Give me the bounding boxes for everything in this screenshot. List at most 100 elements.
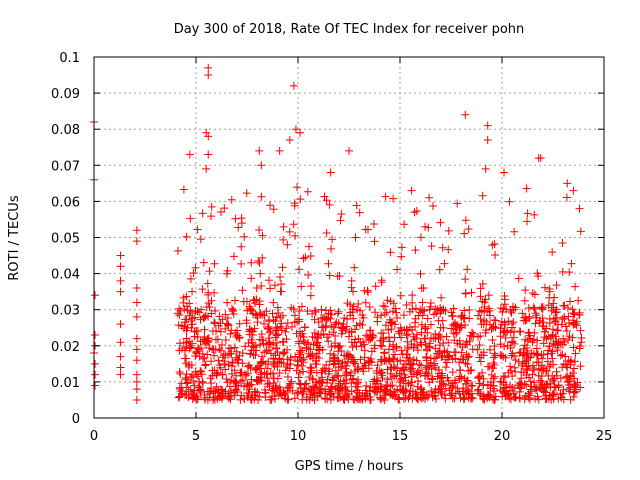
data-point — [572, 321, 581, 330]
data-point — [570, 357, 579, 366]
data-point — [223, 298, 232, 307]
data-point — [520, 395, 529, 404]
data-point — [346, 300, 355, 309]
data-point — [300, 338, 309, 347]
data-point — [455, 387, 464, 396]
data-point — [116, 370, 125, 379]
data-point — [508, 349, 517, 358]
data-point — [538, 314, 547, 323]
data-point — [198, 354, 207, 363]
data-point — [440, 259, 449, 268]
data-point — [350, 338, 359, 347]
data-point — [576, 326, 585, 335]
data-point — [91, 359, 100, 368]
data-point — [322, 360, 331, 369]
data-point — [255, 392, 264, 401]
data-point — [422, 352, 431, 361]
data-point — [217, 340, 226, 349]
data-point — [305, 373, 314, 382]
data-point — [236, 395, 245, 404]
data-point — [192, 370, 201, 379]
data-point — [542, 334, 551, 343]
data-point — [218, 370, 227, 379]
data-point — [484, 291, 493, 300]
data-point — [236, 368, 245, 377]
data-point — [234, 223, 243, 232]
data-point — [566, 297, 575, 306]
data-point — [254, 257, 263, 266]
data-point — [451, 347, 460, 356]
data-point — [475, 307, 484, 316]
data-point — [477, 320, 486, 329]
data-point — [198, 285, 207, 294]
data-point — [569, 343, 578, 352]
data-point — [397, 252, 406, 261]
data-point — [382, 381, 391, 390]
data-point — [476, 292, 485, 301]
data-point — [243, 393, 252, 402]
data-point — [478, 297, 487, 306]
data-point — [256, 269, 265, 278]
data-point — [218, 394, 227, 403]
data-point — [310, 391, 319, 400]
data-point — [296, 379, 305, 388]
data-point — [447, 389, 456, 398]
data-point — [350, 395, 359, 404]
data-point — [545, 341, 554, 350]
data-point — [91, 330, 100, 339]
data-point — [429, 310, 438, 319]
data-point — [436, 323, 445, 332]
data-point — [526, 353, 535, 362]
y-tick-label: 0.05 — [51, 232, 80, 247]
y-axis-title: ROTI / TECUs — [7, 195, 22, 280]
y-tick-label: 0.09 — [51, 87, 80, 102]
data-point — [537, 304, 546, 313]
data-point — [190, 332, 199, 341]
data-point — [208, 371, 217, 380]
data-point — [544, 371, 553, 380]
data-point — [132, 334, 141, 343]
data-point — [461, 275, 470, 284]
data-point — [416, 338, 425, 347]
data-point — [231, 214, 240, 223]
data-point — [354, 365, 363, 374]
data-point — [369, 220, 378, 229]
data-point — [473, 345, 482, 354]
data-point — [554, 381, 563, 390]
data-point — [547, 349, 556, 358]
data-point — [210, 366, 219, 375]
data-point — [216, 363, 225, 372]
data-point — [294, 388, 303, 397]
data-point — [289, 305, 298, 314]
data-point — [549, 390, 558, 399]
data-point — [187, 316, 196, 325]
data-point — [247, 274, 256, 283]
data-point — [467, 365, 476, 374]
data-point — [266, 349, 275, 358]
data-point — [257, 192, 266, 201]
data-point — [275, 383, 284, 392]
data-point — [216, 208, 225, 217]
data-point — [412, 390, 421, 399]
data-point — [214, 356, 223, 365]
data-point — [322, 196, 331, 205]
data-point — [250, 395, 259, 404]
data-point — [406, 365, 415, 374]
data-point — [264, 276, 273, 285]
data-point — [530, 366, 539, 375]
data-point — [308, 374, 317, 383]
data-point — [551, 340, 560, 349]
data-point — [348, 343, 357, 352]
data-point — [288, 386, 297, 395]
data-point — [412, 370, 421, 379]
data-point — [275, 146, 284, 155]
data-point — [283, 372, 292, 381]
data-point — [268, 392, 277, 401]
data-point — [397, 243, 406, 252]
data-point — [222, 319, 231, 328]
data-point — [271, 324, 280, 333]
data-point — [277, 319, 286, 328]
data-point — [266, 327, 275, 336]
data-point — [576, 362, 585, 371]
data-point — [434, 349, 443, 358]
